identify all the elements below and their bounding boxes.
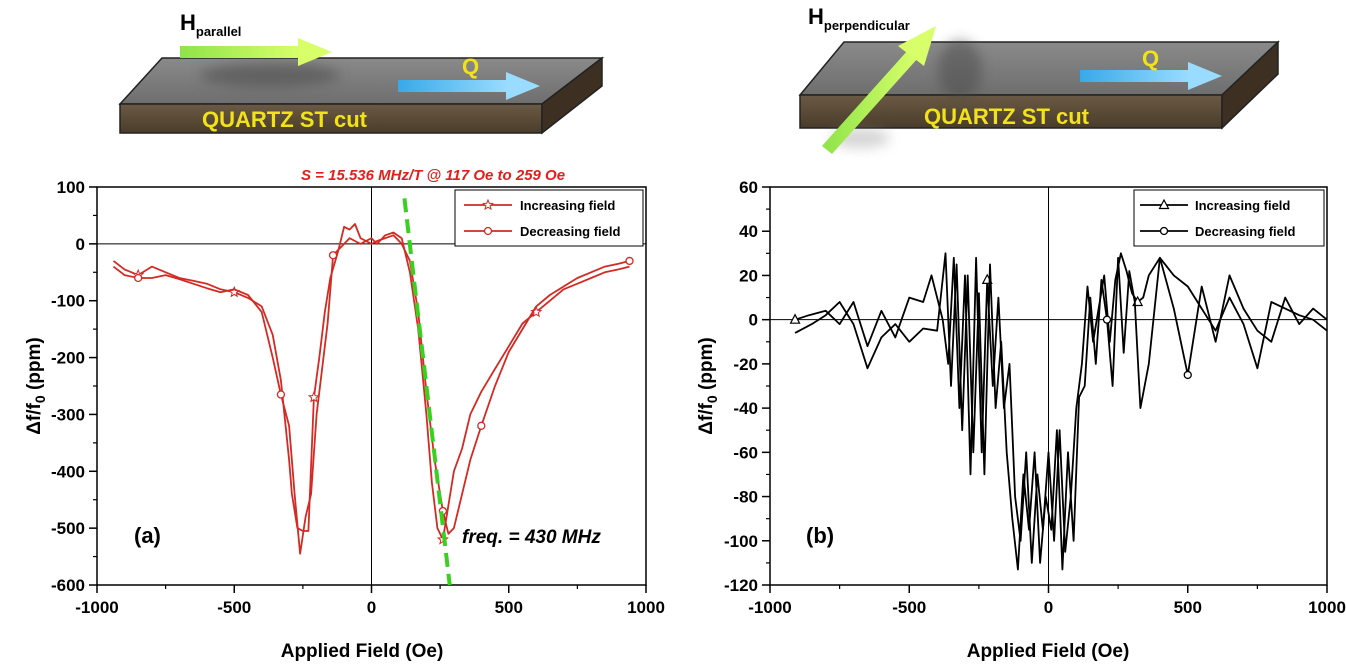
fit-line-group	[402, 198, 452, 586]
h-parallel-arrow-icon	[180, 38, 332, 66]
x-tick-label: 0	[367, 598, 376, 617]
y-tick-label: 40	[739, 222, 758, 241]
diagram-a: Hparallel Q QUARTZ ST cut	[118, 10, 605, 135]
legend-swatch-marker	[481, 198, 495, 211]
linear-fit-line	[402, 198, 452, 586]
legend-swatch-marker	[483, 226, 493, 236]
q-label: Q	[462, 54, 479, 79]
data-point	[530, 305, 543, 318]
data-point	[328, 251, 338, 260]
x-tick-label: -500	[217, 598, 251, 617]
series-line-decreasing	[794, 252, 1328, 571]
data-point	[625, 256, 634, 266]
y-tick-label: -100	[724, 532, 758, 551]
data-point	[307, 391, 320, 403]
y-tick-label: -200	[51, 349, 85, 368]
y-tick-label: -100	[51, 292, 85, 311]
panel-label: (a)	[134, 523, 161, 548]
h-perpendicular-arrow-icon	[822, 26, 936, 154]
x-ticks: -1000 -500 0 500 1000	[748, 585, 1346, 617]
y-tick-label: -60	[733, 443, 758, 462]
chart-a: 1000-100-200-300-400-500-600 -1000 -500 0 5…	[24, 167, 665, 662]
slab-top-face	[798, 41, 1280, 96]
legend-box	[1133, 189, 1325, 247]
slab-side-face	[541, 56, 603, 135]
zero-lines	[770, 187, 1327, 585]
legend-label-decreasing: Decreasing field	[520, 224, 620, 239]
legend-swatch-marker	[1158, 198, 1170, 210]
chart-b: 60 40 20 0 -20 -40 -60 -80 -100 -120 -1000 -500 0 50…	[696, 178, 1346, 662]
x-tick-label: 1000	[1308, 598, 1346, 617]
legend-label-decreasing: Decreasing field	[1195, 224, 1295, 239]
y-tick-label: -80	[733, 488, 758, 507]
h-perpendicular-label: Hperpendicular	[808, 4, 910, 33]
arrow-shadow	[938, 40, 982, 100]
series-line-decreasing	[112, 223, 630, 555]
slab-top-face	[118, 57, 605, 105]
y-tick-label: -400	[51, 462, 85, 481]
slab-label: QUARTZ ST cut	[202, 107, 368, 132]
y-tick-label: -120	[724, 576, 758, 595]
legend-swatch-marker	[1159, 226, 1169, 236]
y-axis-title: Δf/f0 (ppm)	[696, 337, 720, 434]
slope-annotation: S = 15.536 MHz/T @ 117 Oe to 259 Oe	[301, 167, 565, 184]
x-ticks: -1000 -500 0 500 1000	[75, 585, 665, 617]
y-tick-label: 20	[739, 266, 758, 285]
x-tick-label: 500	[1174, 598, 1202, 617]
diagram-b: Hperpendicular Q QUARTZ ST cut	[798, 4, 1280, 154]
y-ticks: 100 0 -100 -200 -300 -400 -500 -600	[51, 178, 97, 595]
legend: Increasing field Decreasing field	[1133, 189, 1325, 247]
x-tick-label: -1000	[75, 598, 118, 617]
slab-label: QUARTZ ST cut	[924, 104, 1090, 129]
y-tick-label: 0	[749, 311, 758, 330]
data-point	[789, 313, 801, 324]
data-point	[1183, 370, 1192, 380]
x-tick-label: 0	[1044, 598, 1053, 617]
series-line-increasing	[794, 252, 1328, 564]
zero-lines	[97, 187, 646, 585]
arrow-shadow	[200, 63, 340, 87]
x-tick-label: 500	[495, 598, 523, 617]
x-axis-title: Applied Field (Oe)	[967, 641, 1130, 662]
frequency-annotation: freq. = 430 MHz	[462, 527, 601, 548]
y-tick-label: 60	[739, 178, 758, 197]
legend: Increasing field Decreasing field	[454, 189, 644, 247]
y-tick-label: -500	[51, 519, 85, 538]
legend-label-increasing: Increasing field	[1195, 198, 1290, 213]
y-tick-label: 100	[57, 178, 85, 197]
x-tick-label: -500	[892, 598, 926, 617]
legend-label-increasing: Increasing field	[520, 198, 615, 213]
data-point	[477, 421, 486, 430]
slab-side-face	[1221, 40, 1279, 130]
x-tick-label: -1000	[748, 598, 791, 617]
series-group	[789, 252, 1328, 571]
y-tick-label: -300	[51, 405, 85, 424]
data-point	[1102, 315, 1112, 324]
y-tick-label: 0	[76, 235, 85, 254]
data-point	[276, 390, 286, 399]
y-tick-label: -40	[733, 399, 758, 418]
panel-label: (b)	[806, 523, 834, 548]
q-wave-arrow-icon	[398, 72, 540, 100]
h-parallel-label: Hparallel	[180, 10, 241, 39]
legend-box	[454, 189, 644, 247]
data-point	[134, 273, 143, 283]
q-label: Q	[1142, 46, 1159, 71]
y-axis-title: Δf/f0 (ppm)	[24, 337, 48, 434]
y-tick-label: -20	[733, 355, 758, 374]
y-ticks: 60 40 20 0 -20 -40 -60 -80 -100 -120	[724, 178, 770, 595]
series-group	[112, 223, 634, 555]
y-tick-label: -600	[51, 576, 85, 595]
x-axis-title: Applied Field (Oe)	[281, 641, 444, 662]
q-wave-arrow-icon	[1080, 62, 1222, 90]
x-tick-label: 1000	[627, 598, 665, 617]
